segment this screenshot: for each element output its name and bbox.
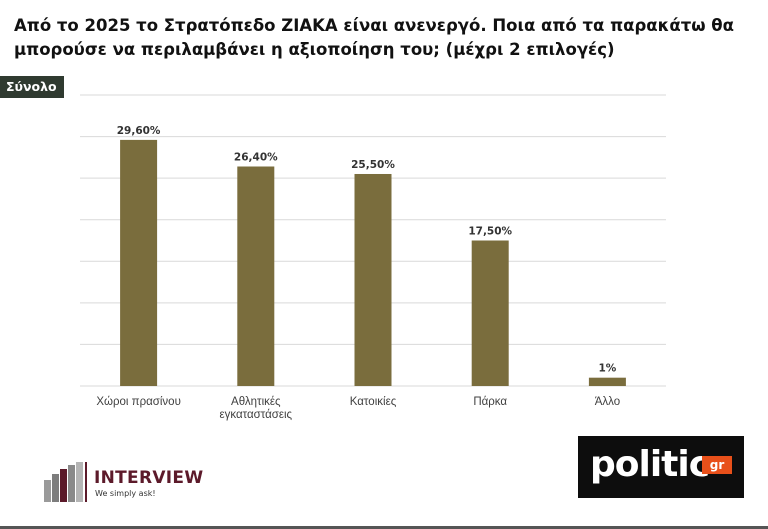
data-label: 1% <box>598 363 616 375</box>
category-label: Πάρκα <box>473 396 507 408</box>
bar <box>588 377 626 386</box>
politic-tld-badge: gr <box>702 456 732 474</box>
category-label: εγκαταστάσεις <box>219 409 292 421</box>
data-label: 17,50% <box>468 226 512 238</box>
category-label: Άλλο <box>595 396 620 408</box>
politic-wordmark: politic <box>590 444 710 485</box>
interview-tagline: We simply ask! <box>95 489 156 498</box>
bar <box>354 173 392 386</box>
category-label: Κατοικίες <box>350 396 397 408</box>
bar <box>237 166 275 386</box>
bar <box>471 240 509 386</box>
data-label: 29,60% <box>117 125 161 137</box>
data-label: 26,40% <box>234 152 278 164</box>
interview-logo: INTERVIEW We simply ask! <box>44 462 224 506</box>
category-label: Χώροι πρασίνου <box>96 396 181 408</box>
category-label: Αθλητικές <box>231 396 281 408</box>
politic-logo: politic gr <box>578 436 744 498</box>
bottom-rule <box>0 526 768 529</box>
segment-tag: Σύνολο <box>0 76 64 98</box>
chart-title: Από το 2025 το Στρατόπεδο ΖΙΑΚΑ είναι αν… <box>14 16 734 59</box>
interview-name: INTERVIEW <box>94 468 204 488</box>
data-label: 25,50% <box>351 159 395 171</box>
bar <box>120 139 158 386</box>
interview-bars-icon <box>44 462 87 502</box>
